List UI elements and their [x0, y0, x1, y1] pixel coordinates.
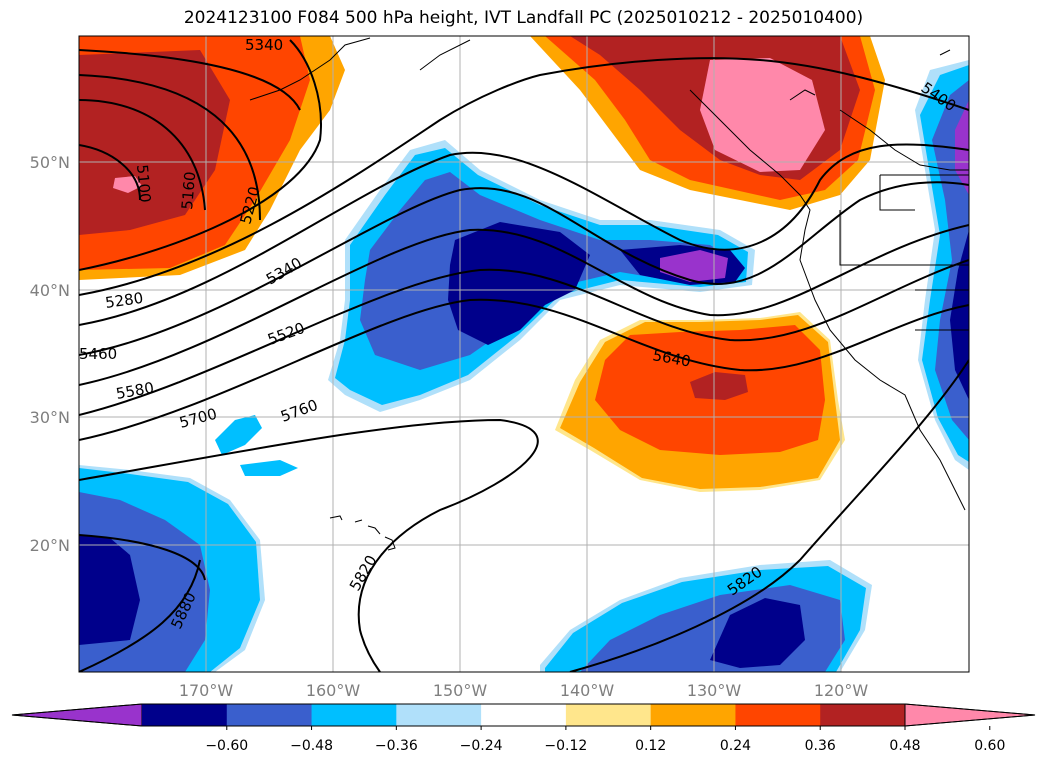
lat-label: 40°N: [30, 281, 70, 300]
contour-label: 5340: [245, 36, 283, 54]
contour-label: 5340: [263, 254, 305, 289]
colorbar-segment: [311, 704, 397, 726]
colorbar-ticks: −0.60 −0.48 −0.36 −0.24 −0.12 0.12 0.24 0.36 0.4…: [205, 726, 1005, 754]
lon-label: 150°W: [433, 681, 488, 700]
island-hawaii: [329, 515, 396, 551]
cold-core-central: [660, 250, 728, 282]
colorbar-segment: [396, 704, 482, 726]
map-title: 2024123100 F084 500 hPa height, IVT Land…: [183, 8, 864, 28]
colorbar-segment: [142, 704, 228, 726]
warm-core-central: [690, 372, 748, 400]
colorbar-tick-label: −0.12: [544, 738, 587, 754]
colorbar-outline: [11, 703, 1036, 727]
colorbar-tick-label: 0.60: [974, 738, 1005, 754]
lon-label: 140°W: [560, 681, 615, 700]
warm-core-ne: [700, 58, 825, 172]
colorbar-tick-label: −0.48: [290, 738, 333, 754]
cold-region-south-inner: [710, 598, 805, 668]
cold-core-east: [955, 100, 969, 195]
colorbar-segment: [650, 704, 736, 726]
colorbar-extend-high: [904, 703, 1036, 727]
colorbar: [11, 703, 1036, 727]
lon-labels: 170°W 160°W 150°W 140°W 130°W 120°W: [179, 681, 869, 700]
cold-region-central-inner: [448, 222, 590, 345]
colorbar-tick-label: 0.12: [635, 738, 666, 754]
colorbar-tick-label: −0.24: [460, 738, 503, 754]
colorbar-segment: [820, 704, 906, 726]
lon-label: 120°W: [814, 681, 869, 700]
lon-label: 130°W: [687, 681, 742, 700]
contour-label: 5280: [104, 289, 144, 312]
cold-region-small-2: [240, 460, 298, 476]
colorbar-segment: [735, 704, 821, 726]
colorbar-tick-label: 0.24: [720, 738, 751, 754]
coastlines: [249, 37, 969, 511]
lat-labels: 50°N 40°N 30°N 20°N: [30, 153, 70, 555]
colorbar-segment: [565, 704, 652, 726]
contour-label: 5520: [265, 319, 307, 349]
colorbar-tick-label: 0.36: [805, 738, 836, 754]
colorbar-segment: [226, 704, 313, 726]
map-frame: [78, 35, 970, 673]
contour-label: 5760: [278, 396, 320, 426]
lat-label: 20°N: [30, 536, 70, 555]
cold-region-sw-inner: [79, 535, 140, 645]
colorbar-tick-label: −0.60: [205, 738, 248, 754]
colorbar-tick-label: 0.48: [889, 738, 920, 754]
cold-region-east-inner: [950, 230, 969, 400]
ivt-field: [79, 36, 969, 672]
colorbar-extend-low: [11, 703, 143, 727]
lat-label: 30°N: [30, 408, 70, 427]
height-contours: [79, 39, 969, 672]
colorbar-tick-label: −0.36: [375, 738, 418, 754]
lat-label: 50°N: [30, 153, 70, 172]
contour-label: 5820: [346, 552, 381, 594]
lon-label: 170°W: [179, 681, 234, 700]
cold-region-small-1: [215, 415, 262, 455]
contour-label: 5160: [178, 171, 199, 211]
contour-label: 5100: [133, 164, 154, 204]
lon-label: 160°W: [306, 681, 361, 700]
colorbar-segment: [481, 704, 567, 726]
contour-label: 5460: [79, 345, 117, 363]
contour-label: 5580: [115, 379, 156, 403]
